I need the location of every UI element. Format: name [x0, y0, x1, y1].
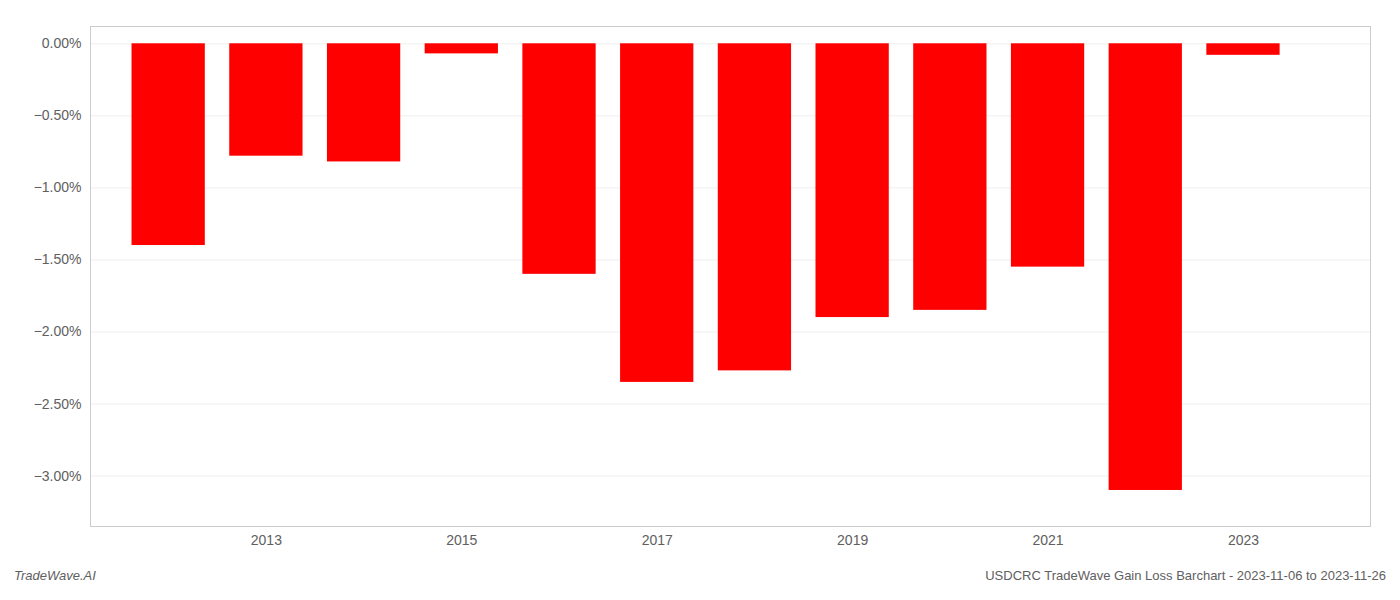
- svg-text:2019: 2019: [837, 532, 868, 548]
- svg-text:0.00%: 0.00%: [42, 35, 82, 51]
- svg-text:2021: 2021: [1032, 532, 1063, 548]
- svg-text:−3.00%: −3.00%: [34, 468, 82, 484]
- svg-text:2017: 2017: [642, 532, 673, 548]
- svg-text:−1.50%: −1.50%: [34, 251, 82, 267]
- svg-text:2015: 2015: [446, 532, 477, 548]
- svg-text:−2.00%: −2.00%: [34, 323, 82, 339]
- html-text:USDCRC TradeWave Gain Loss Bar: USDCRC TradeWave Gain Loss Barchart - 20…: [985, 568, 1386, 583]
- svg-text:−0.50%: −0.50%: [34, 107, 82, 123]
- svg-text:−1.00%: −1.00%: [34, 179, 82, 195]
- svg-text:2023: 2023: [1228, 532, 1259, 548]
- html-text:TradeWave.AI: TradeWave.AI: [14, 568, 96, 583]
- svg-text:−2.50%: −2.50%: [34, 396, 82, 412]
- svg-text:2013: 2013: [251, 532, 282, 548]
